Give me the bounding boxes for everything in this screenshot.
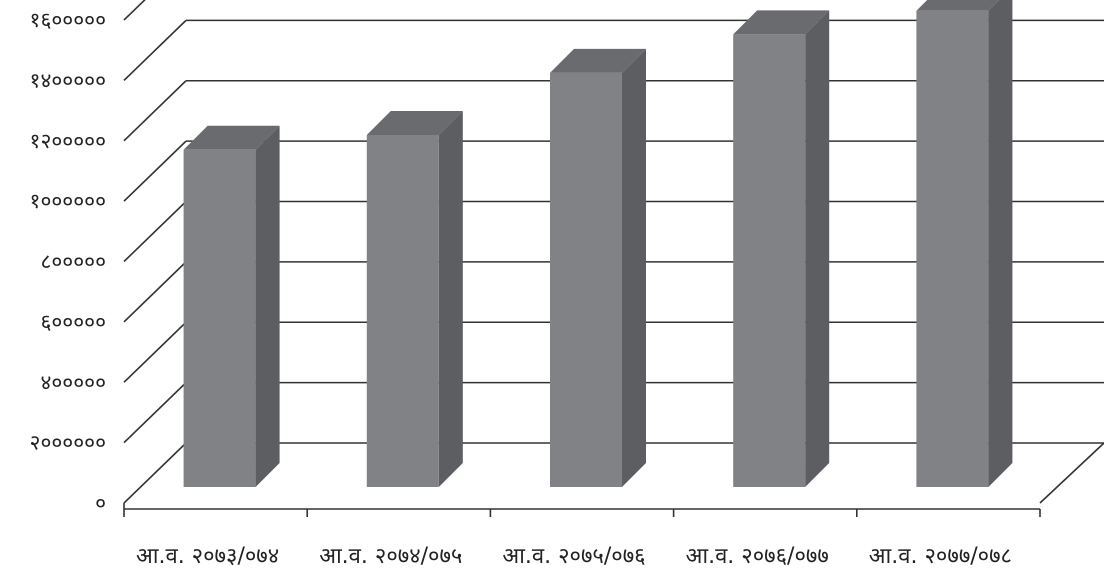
bar xyxy=(183,125,280,488)
bar-side xyxy=(805,10,830,488)
bar-side xyxy=(622,48,646,487)
bar-top xyxy=(183,125,280,150)
gridline-diagonal xyxy=(123,0,146,21)
bar-top xyxy=(916,0,1000,11)
x-category-label: आ.व. २०७७/०७८ xyxy=(869,544,1012,569)
floor-right-edge xyxy=(1039,442,1104,504)
gridline-diagonal xyxy=(123,80,187,142)
x-category-label: आ.व. २०७४/०७५ xyxy=(319,544,462,569)
y-tick-label: ८००००० xyxy=(40,250,106,274)
y-tick-labels: ० २०००००० ४००००० ६००००० ८००००० १०००००० १२०००००… xyxy=(30,8,106,515)
bar-front xyxy=(183,149,256,488)
x-category-label: आ.व. २०७६/०७७ xyxy=(686,544,829,569)
y-tick-label: १०००००० xyxy=(30,189,106,213)
gridline-diagonal xyxy=(123,261,187,323)
bar xyxy=(733,10,830,488)
gridline-diagonal xyxy=(123,19,187,81)
bar-side xyxy=(255,125,280,488)
gridline-diagonal xyxy=(123,382,187,444)
gridline-diagonal xyxy=(123,140,187,202)
x-category-label: आ.व. २०७५/०७६ xyxy=(502,544,645,569)
bar-top xyxy=(366,110,463,135)
category-labels: आ.व. २०७३/०७४ आ.व. २०७४/०७५ आ.व. २०७५/०७६ आ… xyxy=(136,544,1012,569)
gridline-diagonal xyxy=(123,200,187,263)
y-tick-label: ६००००० xyxy=(40,310,106,334)
bar-side xyxy=(438,110,463,488)
y-tick-label: १६००००० xyxy=(30,8,106,32)
bar-front xyxy=(550,72,622,487)
bar-front xyxy=(916,10,989,487)
y-tick-label: १४००००० xyxy=(30,68,106,92)
bar-top xyxy=(733,10,830,35)
x-category-label: आ.व. २०७३/०७४ xyxy=(136,544,279,569)
y-tick-label: ४००००० xyxy=(40,370,106,394)
y-tick-label: २०००००० xyxy=(30,431,106,455)
bar-front xyxy=(366,134,439,487)
bar xyxy=(366,110,463,488)
y-tick-label: ० xyxy=(95,491,106,515)
bar xyxy=(550,48,646,487)
y-tick-label: १२००००० xyxy=(30,129,106,153)
bar-side xyxy=(988,0,1013,487)
gridline-diagonal xyxy=(123,442,187,504)
bar xyxy=(916,0,1013,487)
gridline-diagonal xyxy=(123,321,187,383)
bar-front xyxy=(733,34,806,488)
bars xyxy=(183,0,1013,488)
bar-top xyxy=(550,48,646,73)
